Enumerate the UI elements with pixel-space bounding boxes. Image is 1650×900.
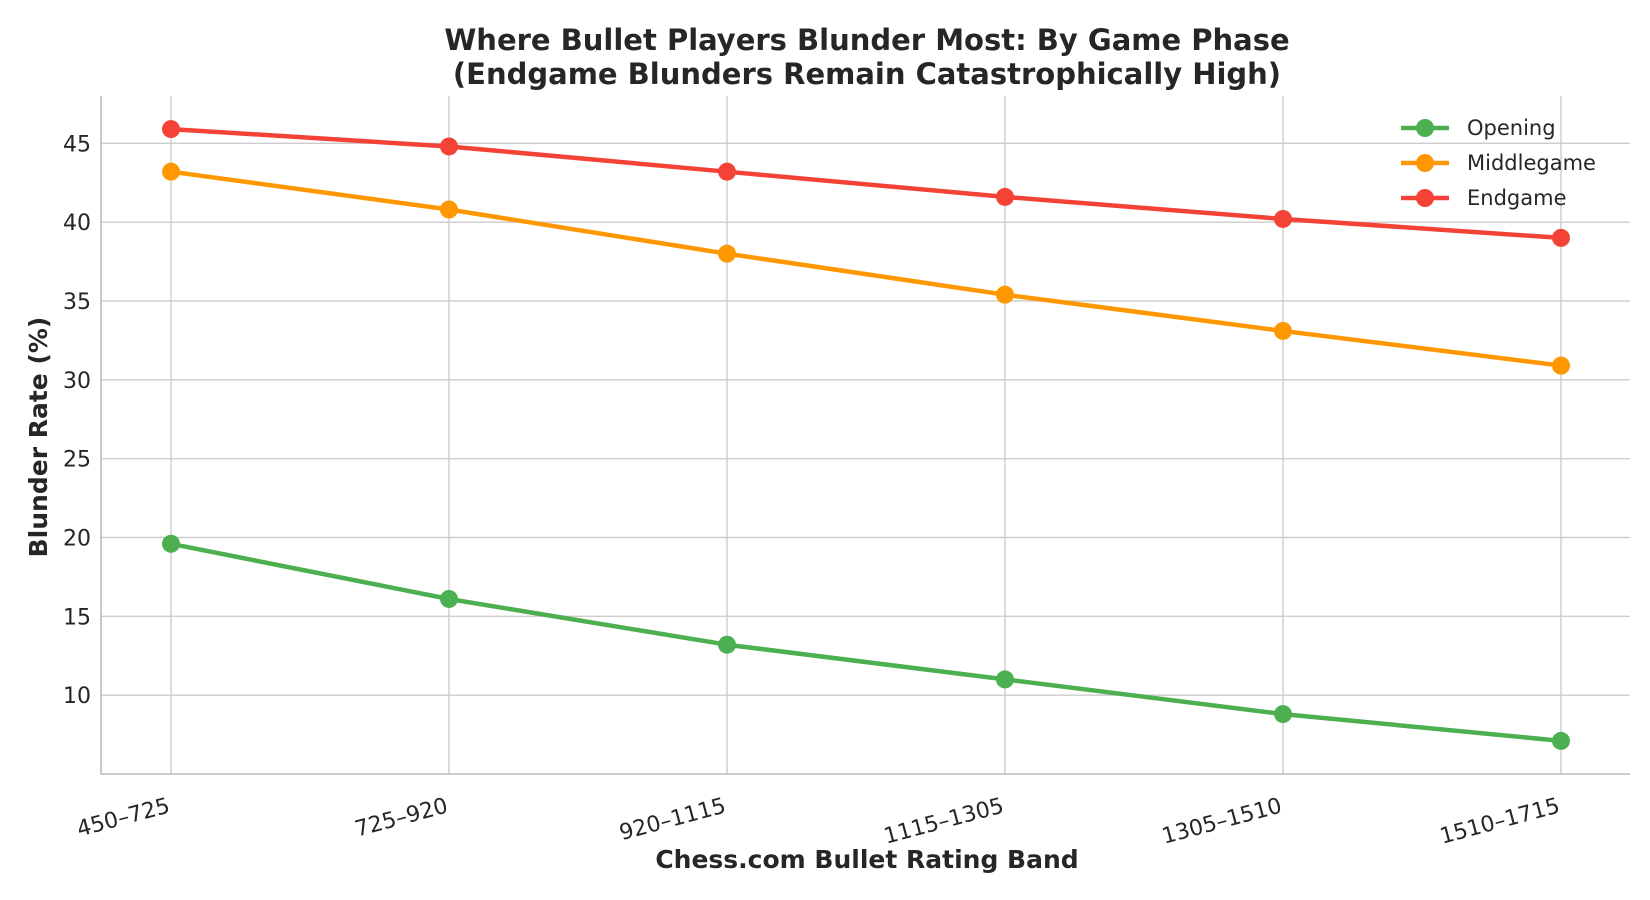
tick-labels: 10 15 20 25 30 35 40 45 450–725 725–920 920–1115 11… — [63, 132, 1563, 849]
legend-marker-middlegame — [1416, 154, 1434, 172]
legend-marker-endgame — [1416, 189, 1434, 207]
data-point-middlegame — [440, 200, 458, 219]
legend: Opening Middlegame Endgame — [1401, 116, 1596, 210]
y-tick-label: 10 — [63, 684, 91, 709]
chart-subtitle: (Endgame Blunders Remain Catastrophicall… — [453, 57, 1281, 91]
series-line-opening — [168, 541, 1564, 744]
y-tick-label: 40 — [63, 211, 91, 236]
data-point-middlegame — [718, 244, 736, 263]
data-point-opening — [440, 589, 458, 608]
data-point-endgame — [996, 187, 1014, 206]
data-point-endgame — [440, 137, 458, 156]
y-tick-label: 15 — [63, 605, 91, 630]
series-line-middlegame — [168, 169, 1564, 368]
x-tick-label: 725–920 — [352, 794, 450, 843]
y-tick-label: 20 — [63, 526, 91, 551]
grid-lines — [101, 96, 1630, 774]
y-tick-label: 30 — [63, 369, 91, 394]
data-point-endgame — [1274, 209, 1292, 228]
y-tick-label: 45 — [63, 132, 91, 157]
x-tick-label: 920–1115 — [617, 794, 729, 846]
series-line-endgame — [168, 126, 1564, 241]
data-point-endgame — [162, 120, 180, 139]
data-point-opening — [718, 635, 736, 654]
y-tick-label: 35 — [63, 290, 91, 315]
y-axis-label: Blunder Rate (%) — [24, 317, 53, 558]
data-point-opening — [1274, 705, 1292, 724]
legend-label-endgame: Endgame — [1467, 186, 1566, 210]
chart-title: Where Bullet Players Blunder Most: By Ga… — [444, 23, 1289, 57]
data-point-middlegame — [1274, 321, 1292, 340]
data-point-opening — [1552, 731, 1570, 750]
x-axis-label: Chess.com Bullet Rating Band — [655, 845, 1078, 874]
x-tick-label: 1305–1510 — [1159, 794, 1284, 850]
legend-label-middlegame: Middlegame — [1467, 151, 1596, 175]
x-tick-label: 1115–1305 — [881, 794, 1006, 850]
axis-spines — [100, 96, 1630, 775]
data-point-middlegame — [996, 285, 1014, 304]
series-lines — [162, 120, 1570, 750]
legend-marker-opening — [1416, 119, 1434, 137]
x-tick-label: 450–725 — [74, 794, 172, 843]
axes — [100, 96, 1630, 775]
data-point-endgame — [1552, 228, 1570, 247]
data-point-opening — [162, 534, 180, 553]
legend-label-opening: Opening — [1467, 116, 1556, 140]
x-tick-label: 1510–1715 — [1437, 794, 1562, 850]
data-point-opening — [996, 670, 1014, 689]
data-point-endgame — [718, 162, 736, 181]
data-point-middlegame — [162, 162, 180, 181]
y-tick-label: 25 — [63, 448, 91, 473]
data-point-middlegame — [1552, 356, 1570, 375]
